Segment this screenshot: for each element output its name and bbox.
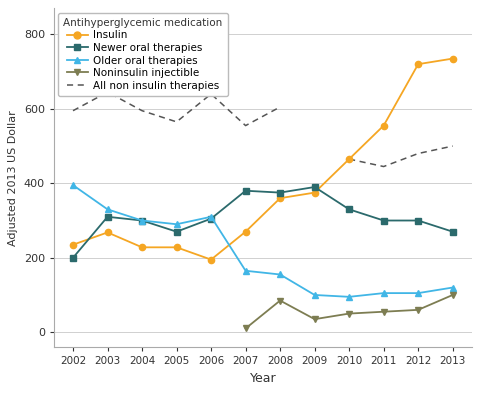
Legend: Insulin, Newer oral therapies, Older oral therapies, Noninsulin injectible, All : Insulin, Newer oral therapies, Older ora… — [58, 13, 228, 96]
X-axis label: Year: Year — [250, 372, 276, 385]
Y-axis label: Adjusted 2013 US Dollar: Adjusted 2013 US Dollar — [8, 110, 18, 246]
